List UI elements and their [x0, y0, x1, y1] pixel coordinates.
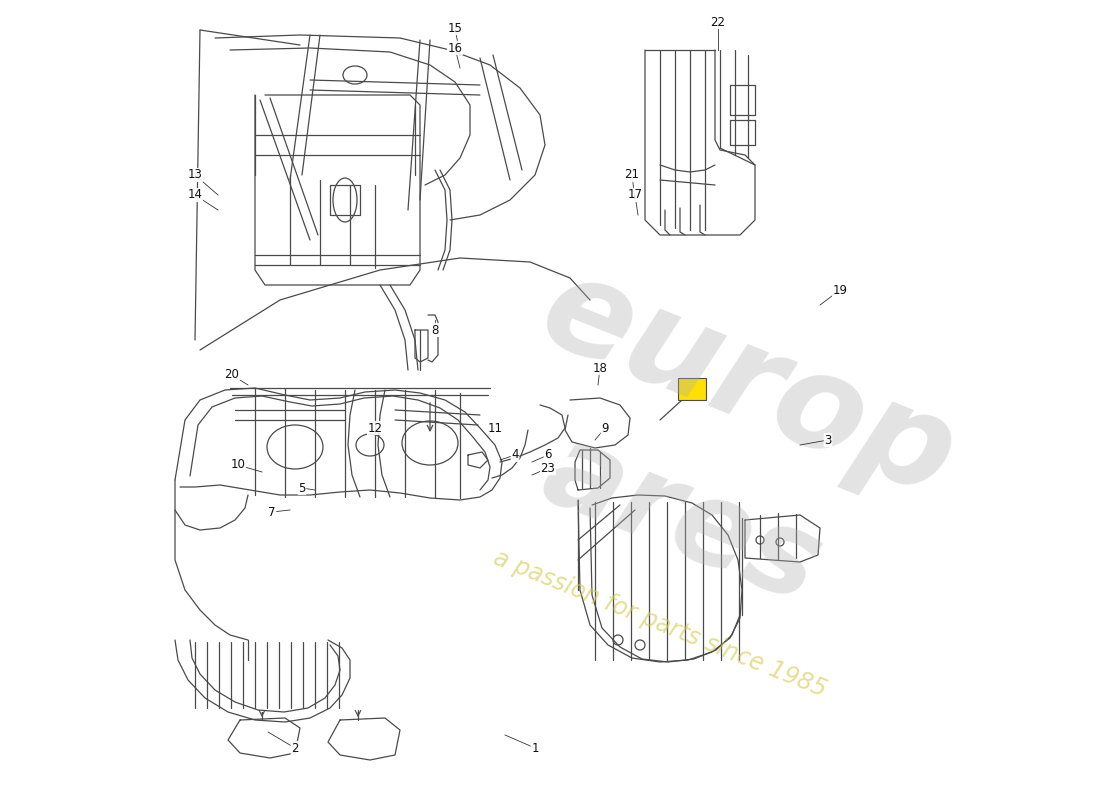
Text: 13: 13 — [188, 169, 202, 182]
Text: 23: 23 — [540, 462, 556, 474]
Text: 2: 2 — [292, 742, 299, 754]
Text: 5: 5 — [298, 482, 306, 494]
Text: 9: 9 — [602, 422, 608, 434]
Text: 6: 6 — [544, 449, 552, 462]
Text: 16: 16 — [448, 42, 462, 54]
Text: 8: 8 — [431, 323, 439, 337]
Text: 21: 21 — [625, 169, 639, 182]
Text: 20: 20 — [224, 369, 240, 382]
Text: 12: 12 — [367, 422, 383, 434]
Text: europ: europ — [524, 244, 972, 524]
Text: 22: 22 — [711, 15, 726, 29]
Text: ares: ares — [527, 413, 837, 627]
Text: a passion for parts since 1985: a passion for parts since 1985 — [491, 546, 829, 702]
Text: 10: 10 — [231, 458, 245, 471]
FancyBboxPatch shape — [678, 378, 706, 400]
Text: 1: 1 — [531, 742, 539, 754]
Text: 14: 14 — [187, 189, 202, 202]
Text: 19: 19 — [833, 283, 847, 297]
Text: 7: 7 — [268, 506, 276, 518]
Text: 4: 4 — [512, 449, 519, 462]
Text: 3: 3 — [824, 434, 832, 446]
Text: 17: 17 — [627, 189, 642, 202]
Text: 15: 15 — [448, 22, 462, 34]
Text: 18: 18 — [593, 362, 607, 374]
Text: 11: 11 — [487, 422, 503, 434]
